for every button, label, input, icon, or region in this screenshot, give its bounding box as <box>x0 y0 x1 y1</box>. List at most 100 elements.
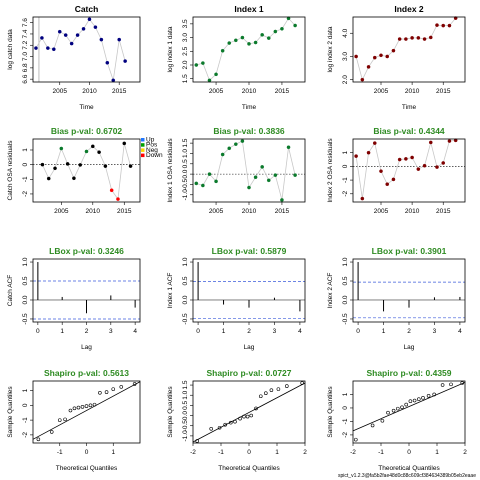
x-tick-label: 0 <box>356 328 360 335</box>
panel-r0c0: Catch 2005 2010 2015 6.6 6.8 7.0 7.2 7.4 7.6 Time l… <box>7 4 141 111</box>
data-point <box>422 163 427 168</box>
data-point <box>119 385 124 389</box>
data-point <box>380 418 385 423</box>
data-point <box>435 165 439 169</box>
data-point <box>111 387 116 391</box>
data-point <box>360 77 365 82</box>
x-tick-label: 4 <box>458 328 462 335</box>
y-tick-label: 0.0 <box>182 411 189 420</box>
y-tick-label: 1 <box>22 148 29 152</box>
x-axis-label: Theoretical Quantiles <box>218 465 280 472</box>
y-axis-label: Catch OSA residuals <box>7 140 14 201</box>
data-point <box>63 417 67 422</box>
x-axis-label: Theoretical Quantiles <box>378 465 440 472</box>
y-tick-label: 7.0 <box>22 52 29 61</box>
data-point <box>34 46 38 50</box>
panel-title: Catch <box>75 4 99 14</box>
plot-frame <box>352 380 466 444</box>
data-point <box>386 410 390 415</box>
x-tick-label: 2 <box>303 449 307 456</box>
data-point <box>404 402 409 407</box>
y-tick-label: 1 <box>342 151 349 155</box>
footer-version: spict_v1.2.3@fa5b2fae48d0c88c609cf384634… <box>338 473 476 479</box>
data-point <box>245 414 250 419</box>
data-point <box>412 398 417 403</box>
x-tick-label: -1 <box>218 449 224 456</box>
panel-title: LBox p-val: 0.3901 <box>372 246 447 256</box>
data-point <box>81 27 86 31</box>
data-point <box>385 54 390 59</box>
plot-frame <box>352 16 466 83</box>
x-tick-label: 2 <box>463 449 467 456</box>
data-point <box>214 72 218 77</box>
y-tick-label: -0.5 <box>342 313 349 325</box>
data-point <box>280 198 284 202</box>
y-axis-label: Catch ACF <box>7 275 14 306</box>
data-point <box>116 197 120 201</box>
y-tick-label: 7.2 <box>22 40 29 49</box>
x-axis-label: Lag <box>404 344 415 351</box>
x-tick-label: 2010 <box>405 208 420 215</box>
panel-r1c2: Bias p-val: 0.4344 2005 2010 2015 -2 -1 0 1 Inde… <box>327 126 466 215</box>
panel-title: Index 2 <box>394 4 424 14</box>
data-point <box>404 157 408 161</box>
data-point <box>132 382 137 386</box>
y-tick-label: 1.0 <box>342 257 349 266</box>
data-point <box>207 78 212 83</box>
legend-swatch <box>141 138 145 142</box>
y-tick-label: 1.0 <box>182 257 189 266</box>
data-point <box>391 408 396 413</box>
y-axis-label: log index 2 data <box>327 26 334 72</box>
y-axis-label: Index 1 ACF <box>167 273 174 309</box>
data-point <box>233 419 237 424</box>
y-tick-label: 0.5 <box>182 400 189 409</box>
data-point <box>397 157 402 162</box>
panel-r2c2: LBox p-val: 0.3901 0 1 2 3 4 -0.5 0.0 0.5 1.0 Lag I… <box>327 246 466 351</box>
data-point <box>432 392 437 397</box>
data-point <box>194 63 199 67</box>
panel-title: LBox p-val: 0.3246 <box>49 246 124 256</box>
panel-r3c2: Shapiro p-val: 0.4359 -2 -1 0 1 2 -2 -1 0 1 Theore… <box>327 368 467 472</box>
x-tick-label: 2010 <box>242 88 257 95</box>
legend-swatch <box>141 148 145 152</box>
y-tick-label: 0 <box>22 162 29 166</box>
data-point <box>263 391 268 395</box>
data-point <box>441 23 446 28</box>
y-tick-label: -1.0 <box>182 430 189 442</box>
x-axis-label: Lag <box>244 344 255 351</box>
data-point <box>372 141 377 145</box>
x-tick-label: 0 <box>36 328 40 335</box>
y-tick-label: 7.6 <box>22 18 29 27</box>
data-point <box>57 418 62 422</box>
x-axis-label: Time <box>402 104 417 111</box>
x-tick-label: 2005 <box>209 208 224 215</box>
data-point <box>385 182 390 186</box>
y-tick-label: -1.0 <box>182 189 189 201</box>
y-tick-label: 3.0 <box>182 33 189 42</box>
data-point <box>428 140 433 145</box>
data-point <box>286 145 291 150</box>
y-tick-label: 3.5 <box>182 19 189 28</box>
y-tick-label: 0 <box>342 406 349 410</box>
data-point <box>52 47 56 52</box>
y-tick-label: 2.0 <box>342 75 349 84</box>
data-point <box>223 422 227 427</box>
data-point <box>293 173 297 177</box>
data-point <box>84 149 89 154</box>
panel-r3c1: Shapiro p-val: 0.0727 -2 -1 0 1 2 -1.0-0.50.0 0… <box>167 368 307 472</box>
x-axis-label: Theoretical Quantiles <box>56 465 118 472</box>
x-tick-label: 0 <box>85 449 89 456</box>
data-point <box>449 382 453 387</box>
x-tick-label: -2 <box>190 449 196 456</box>
data-point <box>293 23 297 28</box>
y-axis-label: Index 2 OSA residuals <box>327 138 334 203</box>
data-point <box>366 65 371 69</box>
data-point <box>40 162 45 167</box>
data-point <box>75 33 80 37</box>
x-tick-label: 2 <box>247 328 251 335</box>
x-tick-label: 2015 <box>117 208 132 215</box>
data-point <box>354 54 358 59</box>
y-tick-label: 2.5 <box>182 46 189 55</box>
